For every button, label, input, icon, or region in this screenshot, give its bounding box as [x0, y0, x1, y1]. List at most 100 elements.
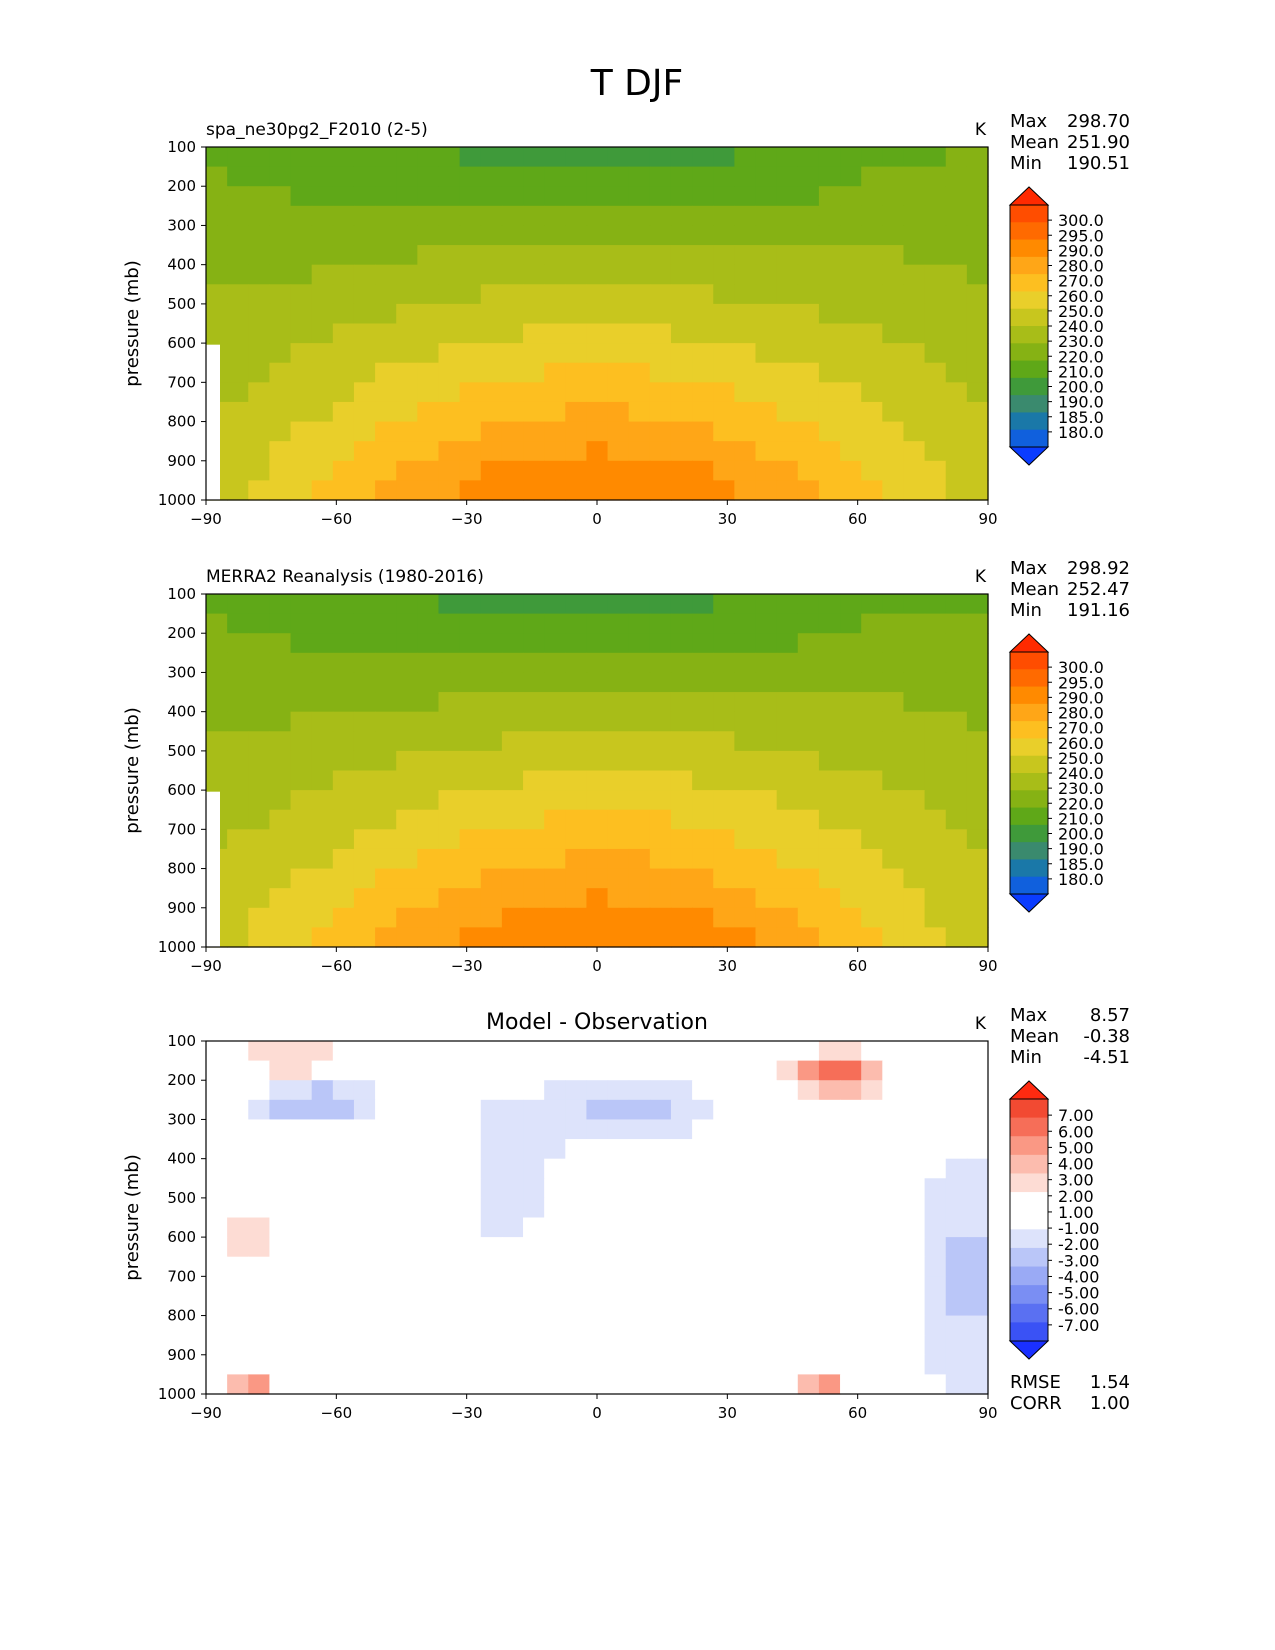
field-cell [797, 672, 820, 693]
colorbar-swatch [1010, 1303, 1048, 1323]
field-cell [375, 907, 397, 928]
x-tick-label: −90 [190, 1404, 222, 1422]
field-cell [417, 672, 440, 693]
field-cell [797, 1374, 820, 1395]
field-cell [903, 711, 926, 732]
field-cell [565, 323, 588, 344]
field-cell [966, 1335, 989, 1356]
field-cell [396, 460, 418, 481]
field-cell [945, 1139, 968, 1160]
field-cell [544, 1139, 566, 1160]
field-cell [269, 166, 292, 187]
field-cell [776, 480, 799, 501]
field-cell [882, 1119, 905, 1140]
field-cell [396, 750, 418, 772]
field-cell [353, 245, 376, 266]
field-cell [586, 421, 609, 442]
field-cell [396, 284, 418, 305]
field-cell [966, 166, 989, 187]
field-cell [903, 1178, 926, 1199]
field-cell [861, 186, 883, 207]
field-cell [670, 848, 693, 870]
field-cell [607, 205, 630, 227]
field-cell [586, 692, 609, 713]
field-cell [882, 868, 905, 889]
field-cell [818, 264, 841, 285]
field-cell [459, 1354, 482, 1375]
field-cell [248, 1335, 271, 1356]
field-cell [840, 401, 862, 423]
field-cell [924, 1315, 947, 1336]
field-cell [480, 907, 503, 928]
field-cell [417, 790, 440, 811]
field-cell [755, 1335, 778, 1356]
field-cell [565, 1080, 588, 1101]
field-cell [396, 343, 418, 364]
field-cell [375, 1237, 397, 1258]
field-cell [734, 284, 757, 305]
field-cell [565, 770, 588, 791]
field-cell [924, 441, 947, 462]
field-cell [861, 1335, 883, 1356]
field-cell [861, 790, 883, 811]
field-cell [438, 1197, 461, 1219]
field-cell [290, 848, 313, 870]
field-cell [290, 323, 313, 344]
field-cell [290, 613, 313, 634]
field-cell [311, 1295, 334, 1317]
field-cell [734, 1276, 757, 1297]
field-cell [332, 1276, 355, 1297]
field-cell [649, 633, 672, 654]
field-cell [692, 633, 714, 654]
field-cell [882, 594, 905, 615]
field-cell [945, 1158, 968, 1179]
field-cell [332, 1335, 355, 1356]
field-cell [438, 731, 461, 752]
field-cell [924, 594, 947, 615]
field-cell [734, 1374, 757, 1395]
field-cell [311, 323, 334, 344]
field-cell [670, 284, 693, 305]
field-cell [438, 652, 461, 674]
field-cell [269, 480, 292, 501]
field-cell [353, 421, 376, 442]
field-cell [290, 829, 313, 850]
field-cell [755, 1060, 778, 1081]
field-cell [818, 323, 841, 344]
field-cell [438, 382, 461, 403]
field-cell [924, 460, 947, 481]
field-cell [396, 480, 418, 501]
field-cell [755, 1080, 778, 1101]
field-cell [692, 1139, 714, 1160]
field-cell [692, 829, 714, 850]
field-cell [713, 770, 735, 791]
field-cell [840, 303, 862, 325]
field-cell [797, 1119, 820, 1140]
field-cell [692, 731, 714, 752]
field-cell [924, 731, 947, 752]
field-cell [776, 633, 799, 654]
field-cell [649, 1041, 672, 1062]
field-cell [227, 750, 249, 772]
field-cell [501, 1178, 524, 1199]
field-cell [332, 186, 355, 207]
colorbar-tick-label: 200.0 [1058, 825, 1104, 844]
field-cell [818, 166, 841, 187]
field-cell [713, 343, 735, 364]
field-cell [248, 1139, 271, 1160]
field-cell [586, 1139, 609, 1160]
field-cell [607, 790, 630, 811]
field-cell [776, 1099, 799, 1121]
field-cell [797, 186, 820, 207]
field-cell [396, 633, 418, 654]
field-cell [332, 633, 355, 654]
field-cell [523, 166, 545, 187]
field-cell [501, 1060, 524, 1081]
field-cell [353, 382, 376, 403]
field-cell [734, 166, 757, 187]
field-cell [417, 166, 440, 187]
field-cell [966, 441, 989, 462]
field-cell [755, 1315, 778, 1336]
field-cell [692, 1374, 714, 1395]
field-cell [840, 907, 862, 928]
